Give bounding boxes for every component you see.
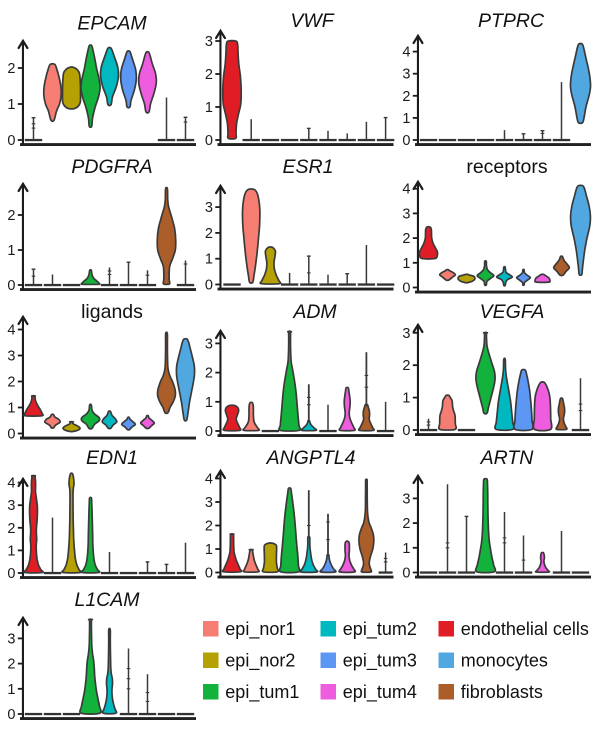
svg-text:ARTN: ARTN [480, 447, 535, 469]
svg-text:endothelial cells: endothelial cells [461, 619, 589, 639]
svg-text:VWF: VWF [290, 10, 334, 32]
svg-text:PDGFRA: PDGFRA [71, 156, 152, 178]
svg-text:2: 2 [402, 89, 410, 105]
svg-text:2: 2 [7, 208, 15, 224]
svg-text:2: 2 [7, 61, 15, 77]
svg-text:2: 2 [7, 521, 15, 537]
svg-text:3: 3 [205, 336, 213, 352]
svg-text:3: 3 [402, 67, 410, 83]
svg-text:2: 2 [402, 231, 410, 247]
svg-text:4: 4 [402, 45, 410, 61]
svg-text:epi_tum4: epi_tum4 [343, 682, 417, 703]
svg-text:0: 0 [7, 707, 15, 723]
svg-text:3: 3 [7, 349, 15, 365]
svg-text:1: 1 [7, 243, 15, 259]
svg-text:0: 0 [402, 281, 410, 297]
svg-text:2: 2 [205, 67, 213, 83]
svg-text:0: 0 [7, 133, 15, 149]
svg-text:0: 0 [402, 566, 410, 582]
svg-text:1: 1 [205, 395, 213, 411]
svg-text:EPCAM: EPCAM [77, 13, 147, 35]
svg-text:receptors: receptors [466, 156, 548, 178]
svg-text:PTPRC: PTPRC [478, 10, 545, 32]
svg-text:epi_nor1: epi_nor1 [225, 619, 295, 640]
svg-text:2: 2 [402, 358, 410, 374]
svg-text:0: 0 [7, 566, 15, 582]
svg-text:1: 1 [205, 100, 213, 116]
svg-text:1: 1 [402, 541, 410, 557]
svg-text:1: 1 [205, 542, 213, 558]
svg-text:0: 0 [402, 133, 410, 149]
svg-text:0: 0 [7, 278, 15, 294]
svg-text:3: 3 [402, 491, 410, 507]
svg-text:4: 4 [7, 323, 15, 339]
svg-text:ligands: ligands [81, 301, 143, 323]
svg-text:0: 0 [402, 423, 410, 439]
svg-text:ADM: ADM [292, 301, 337, 323]
svg-text:0: 0 [205, 133, 213, 149]
svg-text:4: 4 [7, 476, 15, 492]
svg-text:epi_tum2: epi_tum2 [343, 619, 417, 640]
svg-text:3: 3 [402, 206, 410, 222]
svg-text:monocytes: monocytes [461, 650, 548, 670]
svg-text:epi_tum3: epi_tum3 [343, 650, 417, 671]
svg-text:2: 2 [402, 516, 410, 532]
svg-text:0: 0 [205, 278, 213, 294]
svg-text:1: 1 [7, 543, 15, 559]
svg-text:3: 3 [7, 631, 15, 647]
svg-text:ANGPTL4: ANGPTL4 [266, 447, 356, 469]
svg-text:ESR1: ESR1 [283, 156, 334, 178]
svg-text:2: 2 [205, 366, 213, 382]
svg-text:1: 1 [402, 391, 410, 407]
svg-text:2: 2 [7, 657, 15, 673]
svg-text:L1CAM: L1CAM [74, 589, 140, 611]
svg-text:EDN1: EDN1 [86, 447, 138, 469]
svg-text:2: 2 [205, 226, 213, 242]
svg-text:3: 3 [402, 326, 410, 342]
svg-text:0: 0 [7, 427, 15, 443]
svg-text:3: 3 [205, 34, 213, 50]
svg-text:1: 1 [7, 97, 15, 113]
svg-text:3: 3 [205, 200, 213, 216]
svg-text:1: 1 [402, 111, 410, 127]
svg-text:epi_tum1: epi_tum1 [225, 682, 299, 703]
svg-text:4: 4 [402, 182, 410, 198]
svg-text:1: 1 [205, 252, 213, 268]
svg-text:epi_nor2: epi_nor2 [225, 650, 295, 671]
svg-text:1: 1 [7, 682, 15, 698]
svg-text:2: 2 [205, 519, 213, 535]
svg-text:3: 3 [7, 498, 15, 514]
svg-text:4: 4 [205, 472, 213, 488]
svg-text:3: 3 [205, 495, 213, 511]
svg-text:fibroblasts: fibroblasts [461, 682, 543, 702]
svg-text:1: 1 [402, 256, 410, 272]
svg-text:1: 1 [7, 401, 15, 417]
svg-text:VEGFA: VEGFA [480, 301, 545, 323]
svg-text:2: 2 [7, 375, 15, 391]
svg-text:0: 0 [205, 424, 213, 440]
svg-text:0: 0 [205, 566, 213, 582]
